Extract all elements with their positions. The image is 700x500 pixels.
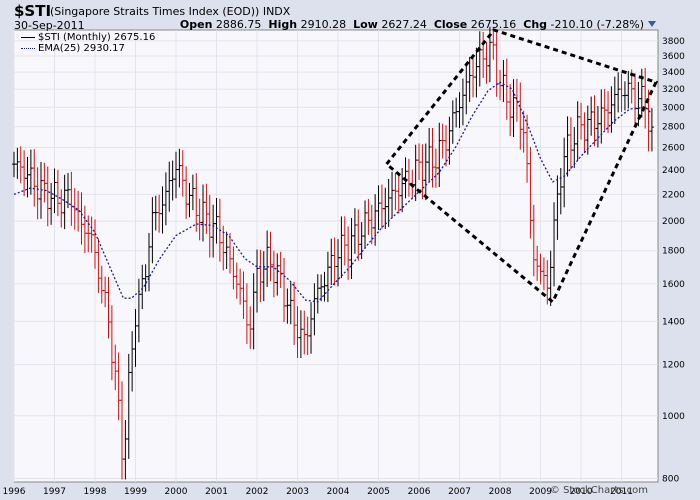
x-tick-label: 2002 xyxy=(246,487,269,497)
y-tick-label: 2200 xyxy=(662,190,685,200)
x-tick-label: 2004 xyxy=(327,487,350,497)
watermark: © StockCharts.com xyxy=(549,485,648,496)
price-swatch-icon xyxy=(21,36,35,38)
y-tick-label: 1600 xyxy=(662,280,685,290)
chart-menu-dropdown-icon[interactable] xyxy=(648,21,656,27)
quote-date: 30-Sep-2011 xyxy=(14,19,85,32)
x-tick-label: 2011 xyxy=(610,487,633,497)
x-tick-label: 2003 xyxy=(286,487,309,497)
x-tick-label: 1997 xyxy=(43,487,66,497)
y-tick-label: 1400 xyxy=(662,317,685,327)
x-tick-label: 2001 xyxy=(205,487,228,497)
ema-swatch-icon xyxy=(21,47,35,49)
y-tick-label: 3800 xyxy=(662,37,685,47)
high-label: High xyxy=(268,18,298,31)
x-tick-label: 2006 xyxy=(408,487,431,497)
low-value: 2627.24 xyxy=(381,18,427,31)
chg-value: -210.10 (-7.28%) xyxy=(550,18,644,31)
x-tick-label: 1996 xyxy=(3,487,26,497)
x-tick-label: 1999 xyxy=(124,487,147,497)
legend-ema: EMA(25) 2930.17 xyxy=(21,43,125,54)
close-value: 2675.16 xyxy=(470,18,517,31)
close-label: Close xyxy=(433,18,468,31)
x-tick-label: 2009 xyxy=(529,487,552,497)
y-tick-label: 3400 xyxy=(662,68,685,78)
x-tick-label: 2008 xyxy=(489,487,512,497)
y-tick-label: 2400 xyxy=(662,166,685,176)
open-value: 2886.75 xyxy=(215,18,262,31)
y-tick-label: 3000 xyxy=(662,103,685,113)
high-value: 2910.28 xyxy=(300,18,347,31)
ema-line xyxy=(13,81,653,303)
ticker-symbol: $STI xyxy=(14,2,52,20)
x-tick-label: 2010 xyxy=(570,487,593,497)
legend-ema-label: EMA(25) 2930.17 xyxy=(38,43,125,54)
ohlc-summary: Open 2886.75 High 2910.28 Low 2627.24 Cl… xyxy=(180,18,644,31)
y-tick-label: 2600 xyxy=(662,143,685,153)
x-tick-label: 2005 xyxy=(367,487,390,497)
y-tick-label: 2800 xyxy=(662,123,685,133)
legend-price: $STI (Monthly) 2675.16 xyxy=(21,32,155,43)
index-name: (Singapore Straits Times Index (EOD)) IN… xyxy=(50,5,290,18)
y-tick-label: 2000 xyxy=(662,217,685,227)
chg-label: Chg xyxy=(523,18,548,31)
x-tick-label: 2000 xyxy=(165,487,188,497)
y-tick-label: 1000 xyxy=(662,412,685,422)
open-label: Open xyxy=(179,18,213,31)
x-tick-label: 2007 xyxy=(448,487,471,497)
y-tick-label: 1800 xyxy=(662,247,685,257)
y-tick-label: 800 xyxy=(662,474,679,484)
x-tick-label: 1998 xyxy=(84,487,107,497)
y-tick-label: 3200 xyxy=(662,85,685,95)
exchange-label: INDX xyxy=(262,5,291,18)
annotation-polygon xyxy=(384,28,659,305)
y-tick-label: 1200 xyxy=(662,361,685,371)
legend-price-label: $STI (Monthly) 2675.16 xyxy=(38,32,156,43)
plot-area xyxy=(13,29,659,483)
low-label: Low xyxy=(353,18,378,31)
index-fullname: (Singapore Straits Times Index (EOD)) xyxy=(50,5,260,18)
y-tick-label: 3600 xyxy=(662,52,685,62)
